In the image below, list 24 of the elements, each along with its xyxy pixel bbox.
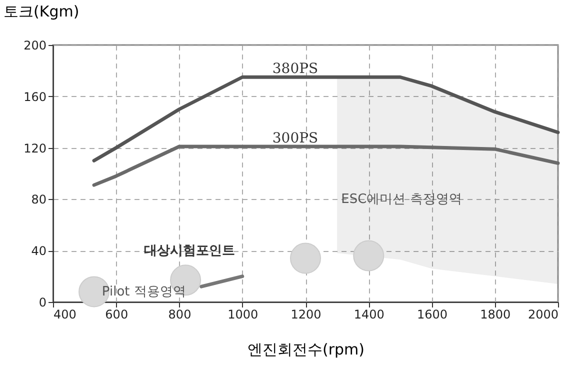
- y-tick-label: 200: [24, 38, 46, 52]
- series-label: 380PS: [272, 61, 318, 78]
- x-tick-label: 800: [168, 308, 192, 322]
- x-tick-label: 1200: [290, 308, 322, 322]
- x-tick-label: 600: [105, 308, 128, 322]
- annotation: 대상시험포인트: [144, 244, 235, 259]
- annotation: Pilot 적용영역: [102, 284, 186, 300]
- x-axis-title: 엔진회전수(rpm): [247, 340, 365, 358]
- x-tick-label: 1000: [228, 308, 258, 322]
- y-tick-label: 80: [31, 192, 46, 207]
- x-tick-label: 1600: [416, 308, 448, 322]
- line-series: [92, 144, 560, 187]
- y-axis-title: 토크(Kgm): [4, 2, 80, 20]
- y-tick-label: 40: [31, 244, 46, 258]
- x-tick-label: 2000: [528, 308, 558, 322]
- series-label: 300PS: [272, 130, 318, 147]
- x-tick-label: 1800: [480, 308, 511, 322]
- y-tick-label: 0: [38, 296, 46, 310]
- y-tick-label: 120: [24, 141, 46, 156]
- line-series: [92, 75, 560, 162]
- annotation: ESC에미션 측정영역: [341, 192, 462, 208]
- x-tick-label: 1400: [354, 308, 384, 322]
- y-tick-label: 160: [24, 90, 46, 104]
- x-tick-label: 400: [54, 308, 76, 322]
